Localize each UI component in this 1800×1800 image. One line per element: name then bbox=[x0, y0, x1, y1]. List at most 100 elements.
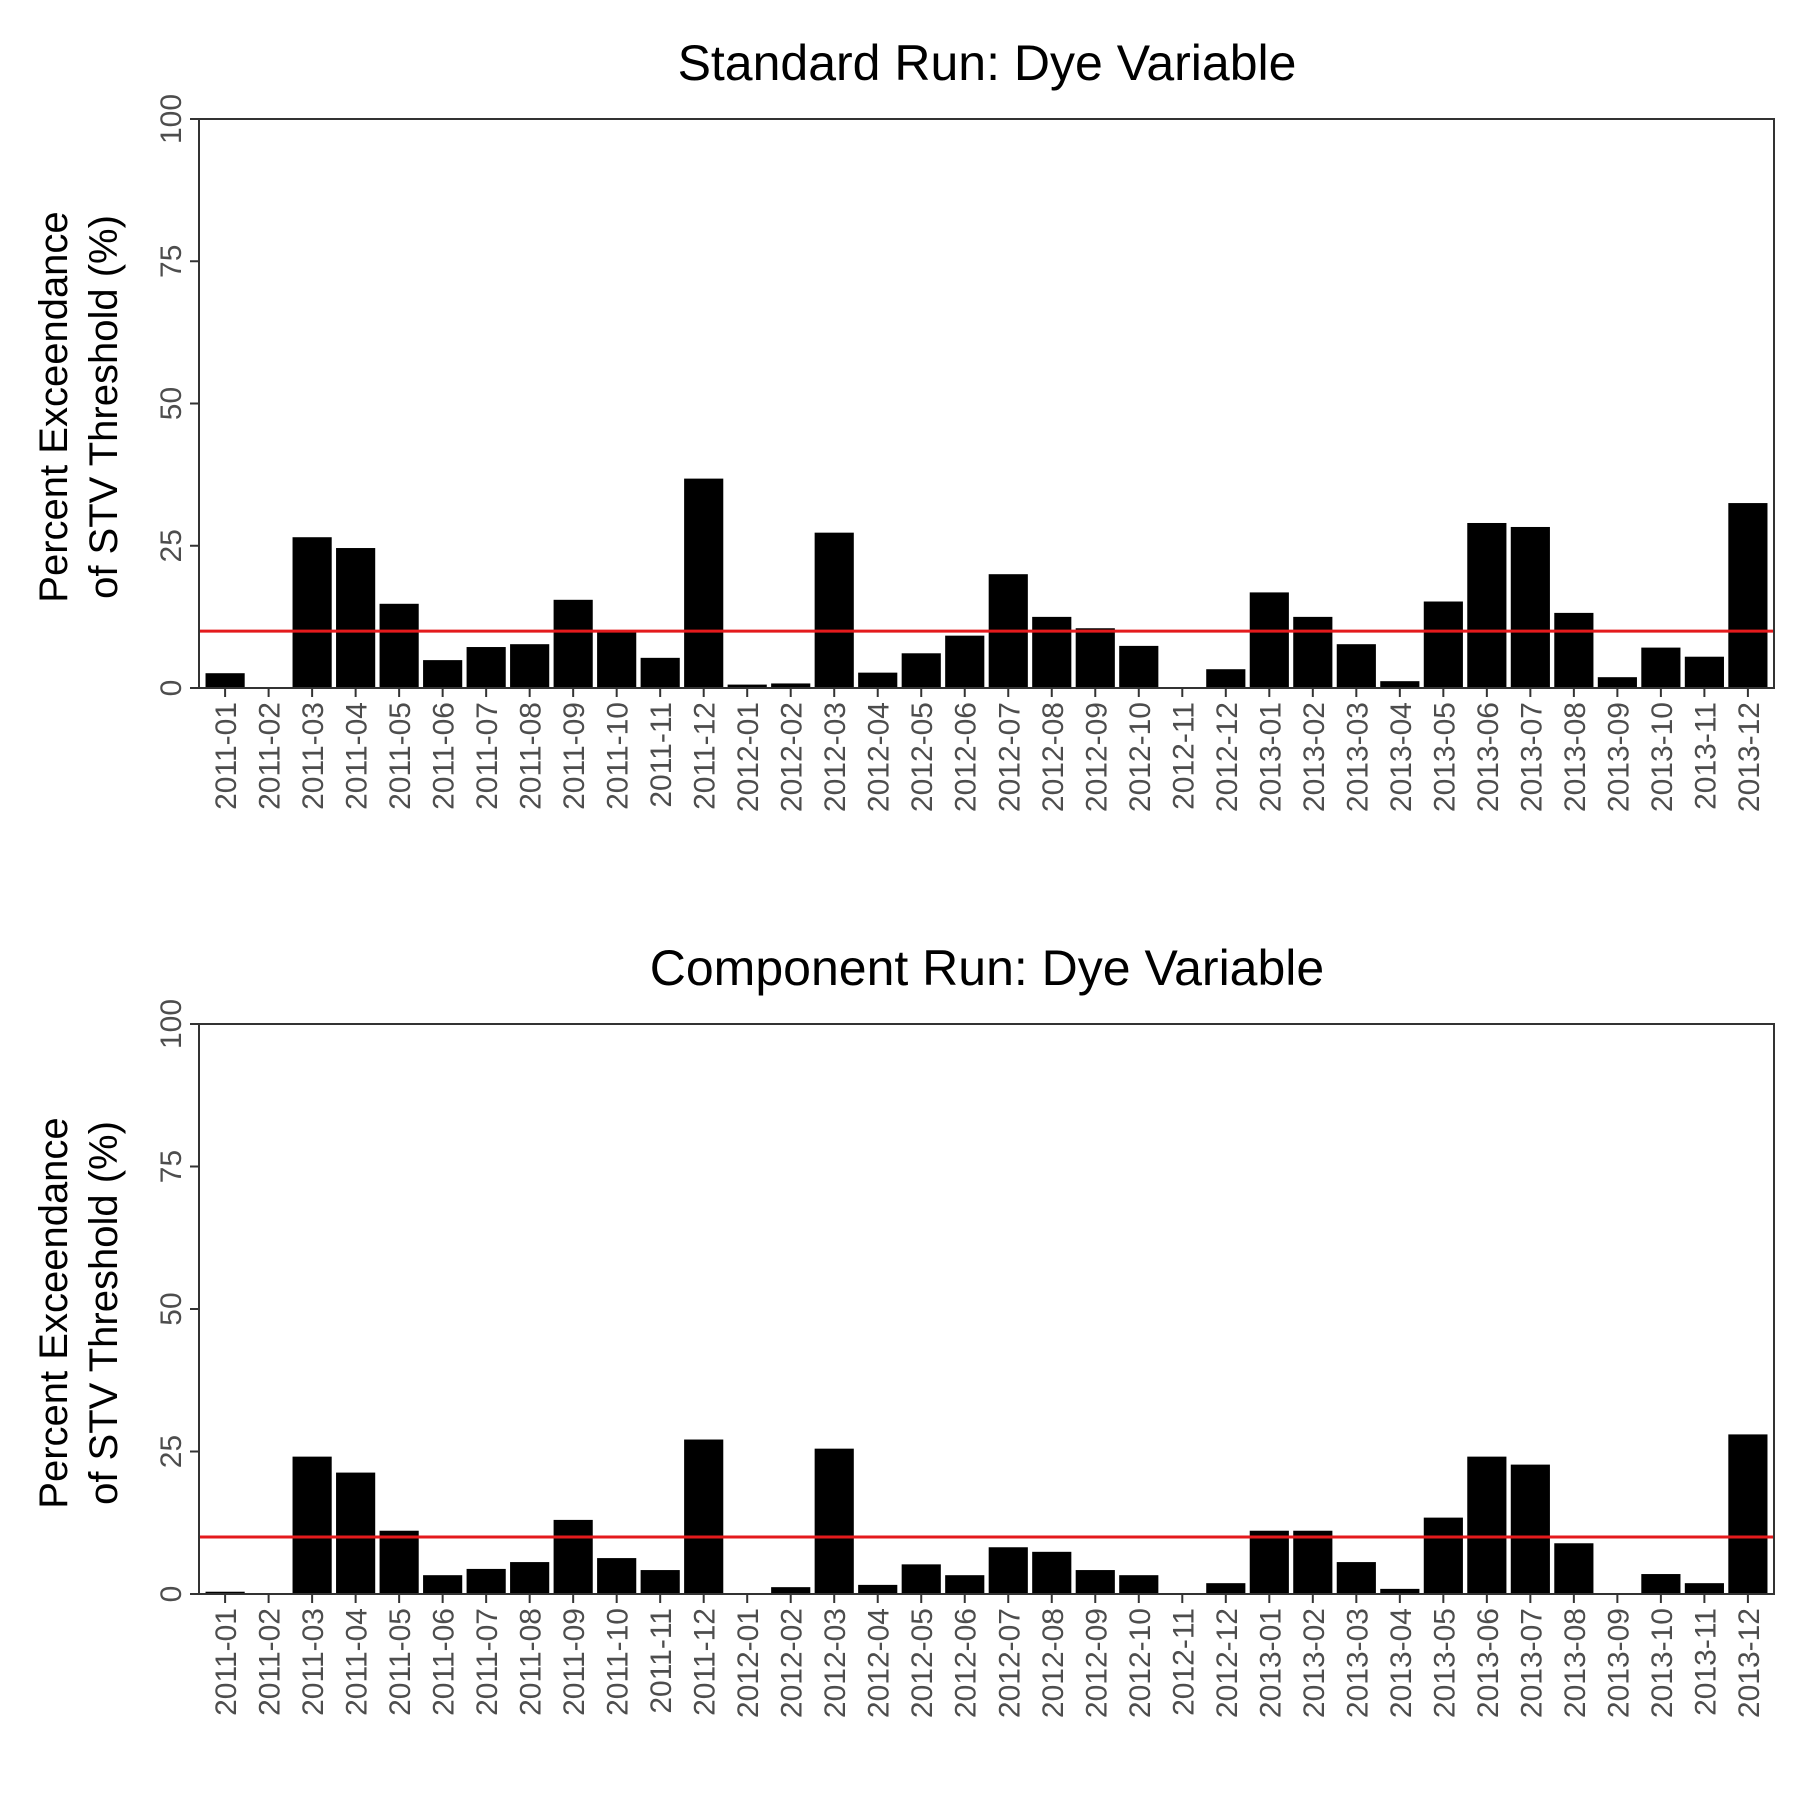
bar-2012-08 bbox=[1032, 616, 1072, 689]
bar-2012-09 bbox=[1075, 1570, 1115, 1594]
bar-2012-02 bbox=[771, 683, 811, 688]
x-tick-label: 2013-09 bbox=[1602, 1608, 1635, 1718]
bar-2013-02 bbox=[1293, 616, 1333, 689]
bar-2013-03 bbox=[1336, 644, 1376, 688]
bar-2013-07 bbox=[1510, 526, 1550, 688]
x-tick-label: 2013-09 bbox=[1602, 702, 1635, 812]
x-tick-label: 2011-12 bbox=[689, 1608, 722, 1716]
chart-title: Standard Run: Dye Variable bbox=[678, 35, 1297, 91]
bar-2011-10 bbox=[597, 632, 637, 688]
y-tick-label: 75 bbox=[155, 1150, 188, 1183]
bar-2011-04 bbox=[336, 1472, 376, 1594]
bar-2011-10 bbox=[597, 1558, 637, 1594]
y-tick-label: 50 bbox=[155, 387, 188, 420]
x-tick-label: 2013-08 bbox=[1559, 702, 1592, 812]
x-tick-label: 2013-07 bbox=[1515, 1608, 1548, 1718]
x-tick-label: 2012-03 bbox=[819, 1608, 852, 1718]
bar-2012-02 bbox=[771, 1587, 811, 1594]
bar-2013-06 bbox=[1467, 1456, 1507, 1594]
x-tick-label: 2011-03 bbox=[297, 702, 330, 810]
x-tick-label: 2011-04 bbox=[341, 702, 374, 810]
x-tick-label: 2013-11 bbox=[1689, 702, 1722, 810]
bar-2013-09 bbox=[1597, 677, 1637, 688]
x-tick-label: 2011-11 bbox=[645, 1608, 678, 1714]
x-tick-label: 2011-01 bbox=[210, 1608, 243, 1716]
bar-2013-10 bbox=[1641, 1574, 1681, 1594]
bar-2011-03 bbox=[292, 1456, 332, 1594]
x-tick-label: 2011-07 bbox=[471, 702, 504, 810]
bar-2013-05 bbox=[1423, 601, 1463, 688]
x-tick-label: 2011-05 bbox=[384, 1608, 417, 1716]
x-tick-label: 2011-09 bbox=[558, 702, 591, 810]
bar-2013-03 bbox=[1336, 1562, 1376, 1594]
y-axis-label-line2: of STV Threshold (%) bbox=[82, 1121, 126, 1505]
bar-2013-08 bbox=[1554, 612, 1594, 688]
bar-2013-06 bbox=[1467, 522, 1507, 688]
bar-2013-08 bbox=[1554, 1543, 1594, 1594]
x-tick-label: 2011-03 bbox=[297, 1608, 330, 1716]
x-tick-label: 2013-05 bbox=[1428, 1608, 1461, 1718]
y-tick-label: 25 bbox=[155, 1435, 188, 1468]
x-tick-label: 2013-01 bbox=[1254, 1608, 1287, 1718]
x-tick-label: 2013-04 bbox=[1385, 702, 1418, 812]
bar-2011-06 bbox=[423, 660, 463, 688]
bar-2013-07 bbox=[1510, 1464, 1550, 1594]
x-tick-label: 2011-04 bbox=[341, 1608, 374, 1716]
bar-2011-06 bbox=[423, 1575, 463, 1594]
x-tick-label: 2012-11 bbox=[1167, 1608, 1200, 1716]
x-tick-label: 2013-07 bbox=[1515, 702, 1548, 812]
x-tick-label: 2012-10 bbox=[1124, 1608, 1157, 1718]
x-tick-label: 2012-03 bbox=[819, 702, 852, 812]
bar-2012-03 bbox=[814, 1448, 854, 1594]
x-tick-label: 2012-05 bbox=[906, 1608, 939, 1718]
bar-2013-12 bbox=[1728, 503, 1768, 688]
x-tick-label: 2012-06 bbox=[950, 702, 983, 812]
bar-2012-07 bbox=[988, 1547, 1028, 1594]
x-tick-label: 2013-10 bbox=[1646, 1608, 1679, 1718]
chart-panel-component: Component Run: Dye Variable Percent Exce… bbox=[32, 940, 1775, 1718]
plot-area: 0 25 50 75 100 2011-01 2011-02 2011-03 2011-04 20… bbox=[155, 999, 1775, 1718]
x-tick-label: 2011-02 bbox=[254, 1608, 287, 1716]
bar-2013-12 bbox=[1728, 1434, 1768, 1594]
x-tick-label: 2011-06 bbox=[428, 1608, 461, 1716]
x-tick-label: 2012-10 bbox=[1124, 702, 1157, 812]
x-tick-label: 2012-05 bbox=[906, 702, 939, 812]
x-tick-label: 2013-05 bbox=[1428, 702, 1461, 812]
bar-2012-04 bbox=[858, 672, 898, 688]
x-tick-label: 2011-08 bbox=[515, 1608, 548, 1716]
y-tick-label: 0 bbox=[155, 1586, 188, 1603]
x-tick-label: 2011-06 bbox=[428, 702, 461, 810]
bar-2011-01 bbox=[205, 1591, 245, 1594]
bar-2011-07 bbox=[466, 647, 506, 688]
x-tick-label: 2011-09 bbox=[558, 1608, 591, 1716]
x-tick-label: 2011-05 bbox=[384, 702, 417, 810]
y-axis-label-line1: Percent Exceendance bbox=[32, 211, 76, 602]
x-tick-label: 2013-03 bbox=[1341, 702, 1374, 812]
x-tick-label: 2011-07 bbox=[471, 1608, 504, 1716]
x-tick-label: 2012-06 bbox=[950, 1608, 983, 1718]
x-tick-label: 2013-11 bbox=[1689, 1608, 1722, 1716]
bar-2012-12 bbox=[1206, 669, 1246, 688]
bar-2013-05 bbox=[1423, 1517, 1463, 1594]
bar-2013-04 bbox=[1380, 1588, 1420, 1594]
x-tick-label: 2012-01 bbox=[732, 702, 765, 812]
bar-2012-09 bbox=[1075, 628, 1115, 688]
chart-title: Component Run: Dye Variable bbox=[650, 940, 1324, 996]
x-tick-label: 2012-07 bbox=[993, 1608, 1026, 1718]
y-tick-label: 75 bbox=[155, 245, 188, 278]
x-tick-label: 2013-02 bbox=[1298, 1608, 1331, 1718]
y-tick-label: 0 bbox=[155, 680, 188, 697]
bar-2011-03 bbox=[292, 537, 332, 688]
y-tick-label: 100 bbox=[155, 999, 188, 1049]
x-tick-label: 2012-01 bbox=[732, 1608, 765, 1718]
x-tick-label: 2012-04 bbox=[863, 1608, 896, 1718]
x-tick-label: 2012-08 bbox=[1037, 702, 1070, 812]
bar-2011-05 bbox=[379, 1530, 419, 1594]
bar-2011-12 bbox=[684, 478, 724, 688]
x-tick-label: 2011-01 bbox=[210, 702, 243, 810]
bar-2012-05 bbox=[901, 653, 941, 688]
bar-2013-11 bbox=[1684, 656, 1724, 688]
bar-2012-04 bbox=[858, 1584, 898, 1594]
x-tick-label: 2013-06 bbox=[1472, 1608, 1505, 1718]
bar-2013-01 bbox=[1249, 1530, 1289, 1594]
